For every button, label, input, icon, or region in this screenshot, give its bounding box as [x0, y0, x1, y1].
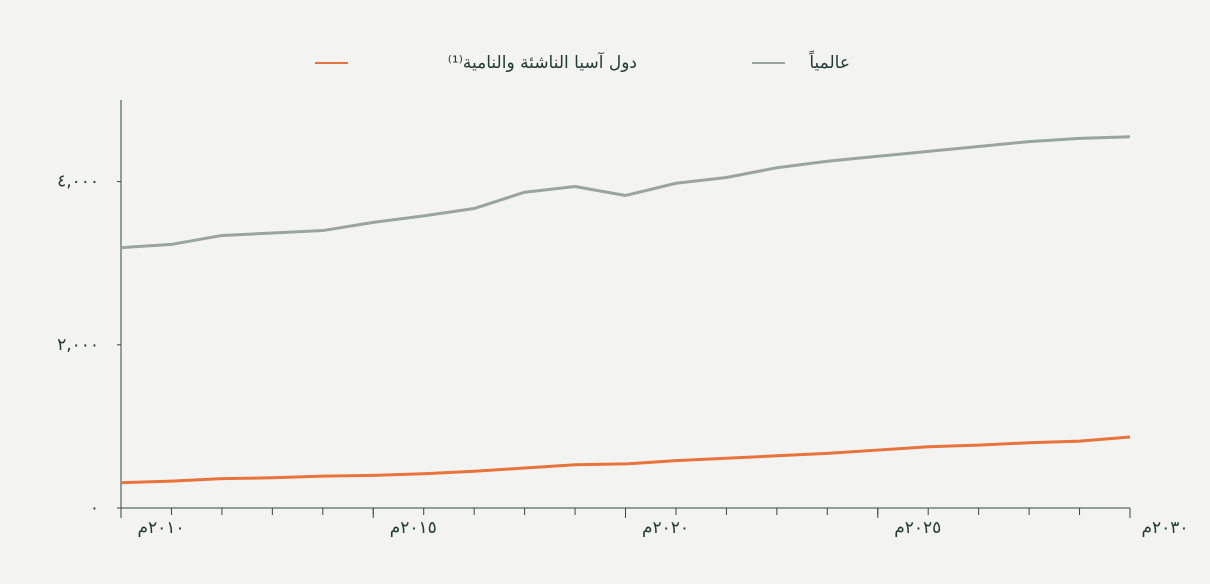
x-tick-label: ٢٠٣٠م	[1141, 518, 1188, 538]
y-tick-label: ٤,٠٠٠	[57, 172, 99, 192]
legend-label: عالمياً	[808, 49, 850, 73]
series-line	[120, 435, 1131, 485]
x-tick-label: ٢٠٢٠م	[642, 518, 689, 538]
x-tick-label: ٢٠١٠م	[137, 518, 184, 538]
y-tick-label: ٢,٠٠٠	[57, 335, 99, 355]
series-line	[120, 135, 1131, 250]
x-tick-label: ٢٠١٥م	[390, 518, 437, 538]
y-tick-label: ٠	[90, 498, 99, 518]
legend-label: دول آسيا الناشئة والنامية⁽¹⁾	[448, 51, 637, 73]
x-tick-label: ٢٠٢٥م	[894, 518, 941, 538]
